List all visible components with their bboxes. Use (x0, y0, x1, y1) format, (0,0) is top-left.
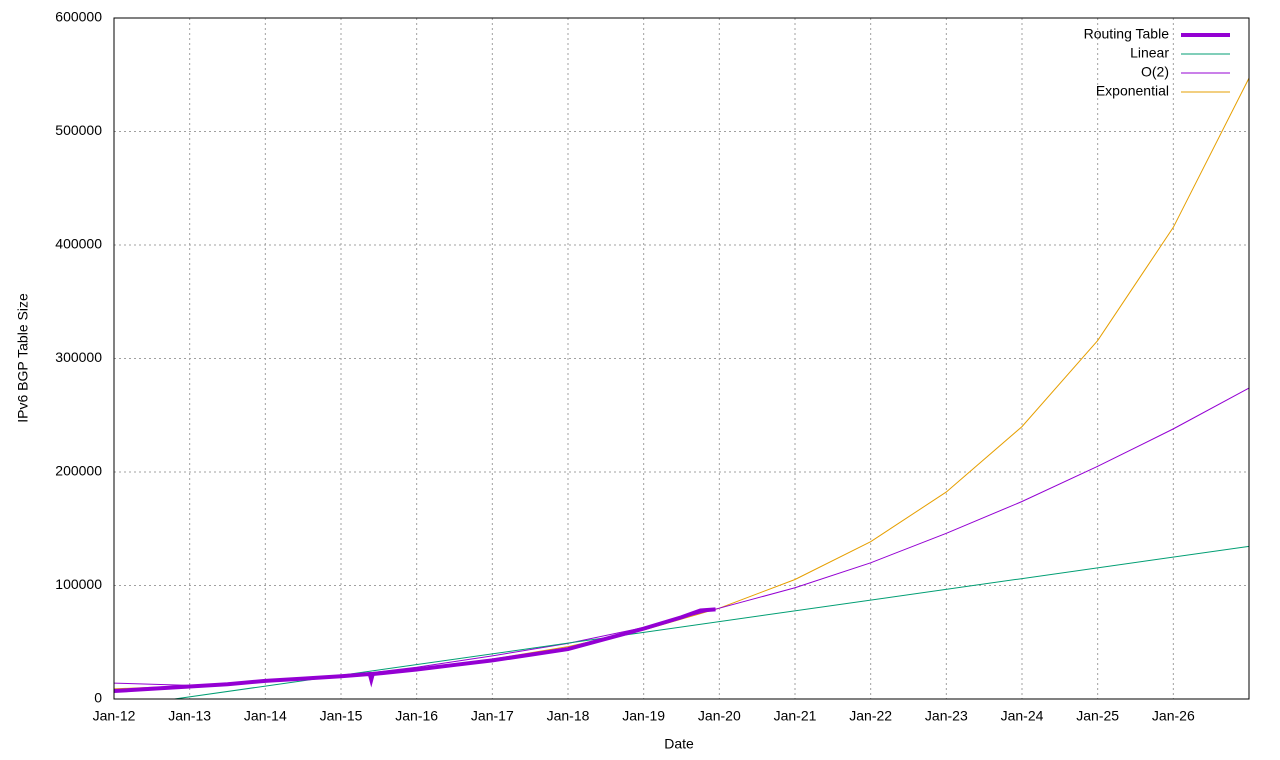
x-tick-label: Jan-21 (774, 708, 817, 724)
x-tick-label: Jan-20 (698, 708, 741, 724)
x-axis-label: Date (664, 736, 694, 752)
x-tick-label: Jan-14 (244, 708, 287, 724)
y-tick-label: 500000 (55, 122, 102, 138)
series-line (114, 387, 1249, 686)
x-tick-label: Jan-23 (925, 708, 968, 724)
y-tick-label: 0 (94, 690, 102, 706)
x-tick-label: Jan-19 (622, 708, 665, 724)
x-tick-label: Jan-16 (395, 708, 438, 724)
x-tick-label: Jan-15 (320, 708, 363, 724)
x-tick-label: Jan-12 (93, 708, 136, 724)
legend-label: Routing Table (1084, 26, 1170, 42)
x-tick-label: Jan-18 (547, 708, 590, 724)
y-tick-label: 400000 (55, 236, 102, 252)
plot-frame (113, 17, 1250, 700)
x-tick-label: Jan-22 (849, 708, 892, 724)
x-tick-label: Jan-13 (168, 708, 211, 724)
x-tick-label: Jan-26 (1152, 708, 1195, 724)
legend-label: Exponential (1096, 83, 1169, 99)
y-axis-label: IPv6 BGP Table Size (15, 293, 31, 423)
legend-label: O(2) (1141, 64, 1169, 80)
y-tick-label: 600000 (55, 9, 102, 25)
y-tick-label: 300000 (55, 349, 102, 365)
x-tick-label: Jan-17 (471, 708, 514, 724)
legend-label: Linear (1130, 45, 1169, 61)
x-tick-label: Jan-25 (1076, 708, 1119, 724)
y-tick-label: 200000 (55, 463, 102, 479)
series-line (114, 77, 1249, 690)
y-tick-label: 100000 (55, 576, 102, 592)
x-tick-label: Jan-24 (1001, 708, 1044, 724)
series-line (114, 607, 716, 694)
